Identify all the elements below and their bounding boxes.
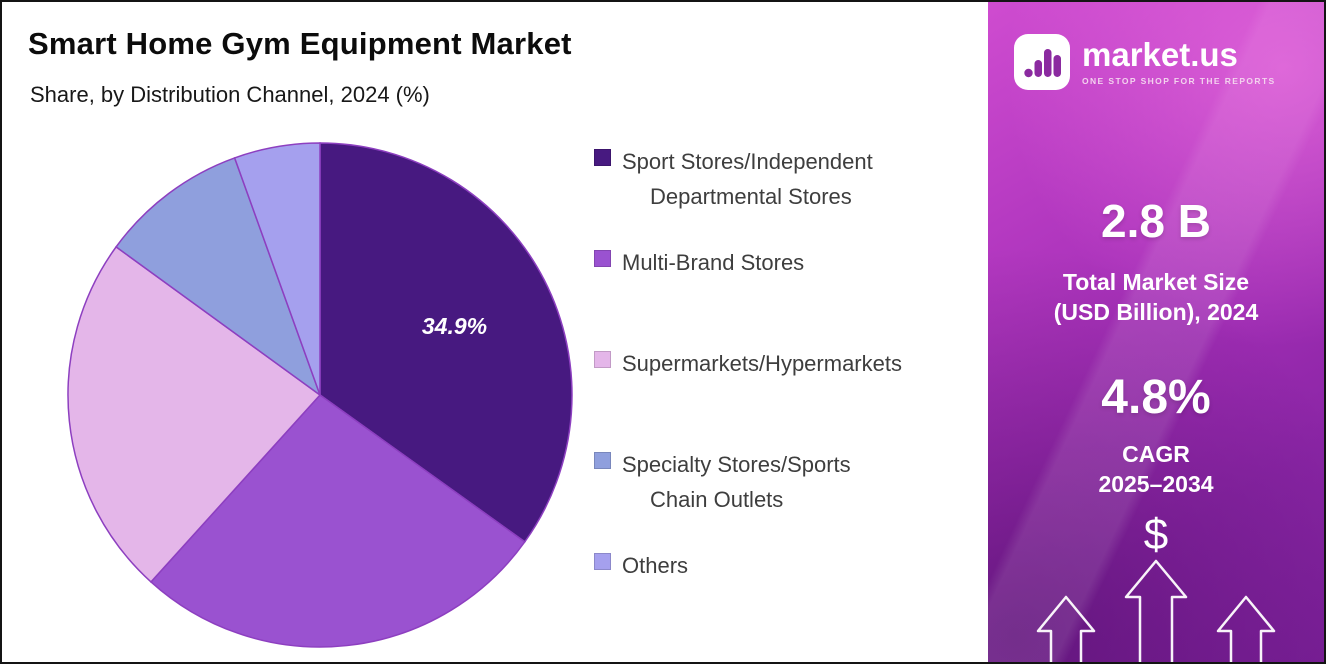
market-size-label: Total Market Size (USD Billion), 2024 bbox=[988, 268, 1324, 328]
cagr-label-line2: 2025–2034 bbox=[1098, 470, 1214, 497]
legend-label: Sport Stores/Independent Departmental Sto… bbox=[622, 149, 873, 210]
legend-label: Multi-Brand Stores bbox=[622, 250, 805, 275]
cagr-value: 4.8% bbox=[1101, 371, 1211, 424]
legend-swatch bbox=[594, 250, 611, 267]
pie-legend: Sport Stores/Independent Departmental Sto… bbox=[594, 144, 994, 662]
pie-slice bbox=[233, 142, 321, 396]
logo-mark-icon bbox=[1014, 34, 1070, 90]
legend-label: Supermarkets/Hypermarkets bbox=[622, 351, 902, 376]
pie-slice bbox=[115, 156, 322, 398]
logo: market.us ONE STOP SHOP FOR THE REPORTS bbox=[1014, 34, 1276, 90]
brand-name: market.us bbox=[1082, 36, 1238, 74]
up-arrow-icon bbox=[1216, 595, 1276, 662]
up-arrow-icon bbox=[1036, 595, 1096, 662]
pie-slice bbox=[149, 394, 526, 648]
brand-sidebar: market.us ONE STOP SHOP FOR THE REPORTS … bbox=[988, 2, 1324, 662]
dollar-arrows-art: $ bbox=[1036, 510, 1276, 662]
market-size-value: 2.8 B bbox=[1101, 195, 1211, 247]
legend-swatch bbox=[594, 149, 611, 166]
legend-item: Supermarkets/Hypermarkets bbox=[594, 346, 902, 381]
dollar-icon: $ bbox=[1144, 510, 1168, 559]
market-size-label-line1: Total Market Size bbox=[1062, 269, 1250, 295]
logo-bars-icon bbox=[1024, 49, 1061, 78]
legend-item: Sport Stores/Independent Departmental Sto… bbox=[594, 144, 873, 214]
page-subtitle: Share, by Distribution Channel, 2024 (%) bbox=[30, 82, 430, 107]
brand-text: market.us ONE STOP SHOP FOR THE REPORTS bbox=[1082, 38, 1276, 86]
page-title: Smart Home Gym Equipment Market bbox=[28, 26, 572, 61]
legend-label: Specialty Stores/Sports Chain Outlets bbox=[622, 452, 851, 513]
cagr-label: CAGR 2025–2034 bbox=[988, 440, 1324, 500]
legend-item: Others bbox=[594, 548, 688, 583]
pie-chart: 34.9% bbox=[60, 135, 580, 655]
chart-panel: Smart Home Gym Equipment Market Share, b… bbox=[2, 2, 988, 662]
cagr-label-line1: CAGR bbox=[1122, 441, 1190, 467]
legend-item: Multi-Brand Stores bbox=[594, 245, 804, 280]
legend-swatch bbox=[594, 452, 611, 469]
brand-tagline: ONE STOP SHOP FOR THE REPORTS bbox=[1082, 75, 1276, 86]
pie-slice-value-label: 34.9% bbox=[422, 313, 487, 339]
legend-label: Others bbox=[622, 553, 689, 578]
pie-slice bbox=[67, 245, 322, 583]
legend-swatch bbox=[594, 553, 611, 570]
pie-slice bbox=[319, 142, 573, 543]
pie-chart-svg: 34.9% bbox=[67, 142, 573, 648]
legend-item: Specialty Stores/Sports Chain Outlets bbox=[594, 447, 851, 517]
market-size-label-line2: (USD Billion), 2024 bbox=[1053, 298, 1259, 325]
legend-swatch bbox=[594, 351, 611, 368]
up-arrow-icon bbox=[1124, 559, 1188, 662]
